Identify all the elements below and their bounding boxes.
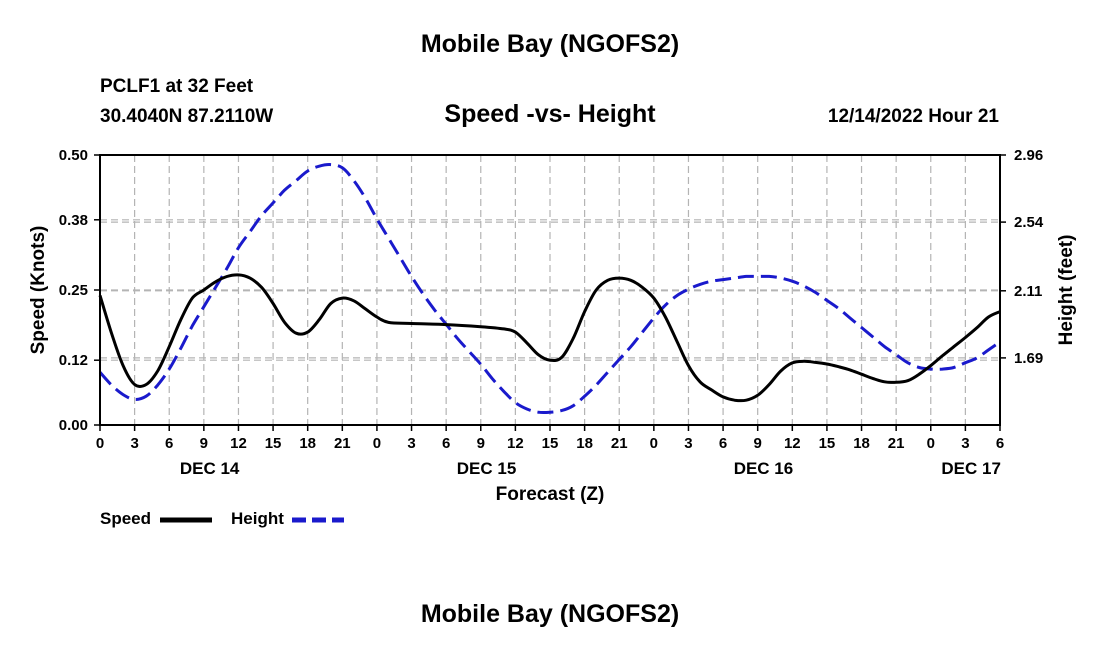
y-tick-label: 0.12: [59, 352, 88, 369]
x-tick-label: 18: [299, 435, 316, 452]
legend-speed-label: Speed: [100, 509, 152, 528]
y-tick-label: 0.50: [59, 147, 88, 164]
x-tick-label: 0: [650, 435, 658, 452]
date-label: DEC 16: [734, 459, 794, 478]
x-tick-label: 15: [819, 435, 836, 452]
y-axis-label: Speed (Knots): [28, 226, 49, 355]
x-tick-label: 18: [853, 435, 870, 452]
chart-subtitle: Speed -vs- Height: [444, 100, 656, 128]
y-tick-label: 0.38: [59, 212, 88, 229]
x-tick-label: 12: [507, 435, 524, 452]
y2-axis-label: Height (feet): [1056, 235, 1077, 346]
legend-height-label: Height: [231, 509, 284, 528]
height-series-line: [98, 163, 1001, 415]
y2-tick-label: 1.69: [1014, 350, 1043, 367]
x-tick-label: 15: [265, 435, 282, 452]
speed-series-line: [98, 273, 1001, 403]
x-tick-label: 3: [961, 435, 969, 452]
x-tick-label: 21: [611, 435, 628, 452]
x-tick-label: 6: [996, 435, 1004, 452]
forecast-datetime: 12/14/2022 Hour 21: [827, 106, 999, 127]
x-tick-label: 6: [442, 435, 450, 452]
date-label: DEC 15: [457, 459, 517, 478]
x-axis-label: Forecast (Z): [496, 484, 605, 505]
x-tick-label: 6: [165, 435, 173, 452]
second-chart-title: Mobile Bay (NGOFS2): [420, 600, 680, 628]
x-tick-label: 0: [373, 435, 381, 452]
y-tick-label: 0.00: [59, 417, 88, 434]
y2-tick-label: 2.54: [1014, 214, 1044, 231]
date-label: DEC 17: [941, 459, 1001, 478]
x-tick-label: 15: [542, 435, 559, 452]
x-tick-label: 0: [96, 435, 104, 452]
x-tick-label: 6: [719, 435, 727, 452]
x-tick-label: 21: [334, 435, 351, 452]
x-tick-label: 3: [407, 435, 415, 452]
y2-tick-label: 2.11: [1014, 283, 1042, 300]
x-tick-label: 0: [927, 435, 935, 452]
y2-tick-label: 2.96: [1014, 147, 1043, 164]
date-label: DEC 14: [180, 459, 240, 478]
x-tick-label: 12: [230, 435, 247, 452]
station-coordinates: 30.4040N 87.2110W: [100, 106, 274, 127]
x-tick-label: 21: [888, 435, 905, 452]
x-tick-label: 18: [576, 435, 593, 452]
x-tick-label: 9: [754, 435, 762, 452]
x-tick-label: 12: [784, 435, 801, 452]
chart-title: Mobile Bay (NGOFS2): [420, 30, 680, 58]
x-tick-label: 3: [130, 435, 138, 452]
x-tick-label: 9: [200, 435, 208, 452]
x-tick-label: 9: [477, 435, 485, 452]
station-label: PCLF1 at 32 Feet: [100, 76, 254, 97]
x-tick-label: 3: [684, 435, 692, 452]
y-tick-label: 0.25: [59, 282, 88, 299]
